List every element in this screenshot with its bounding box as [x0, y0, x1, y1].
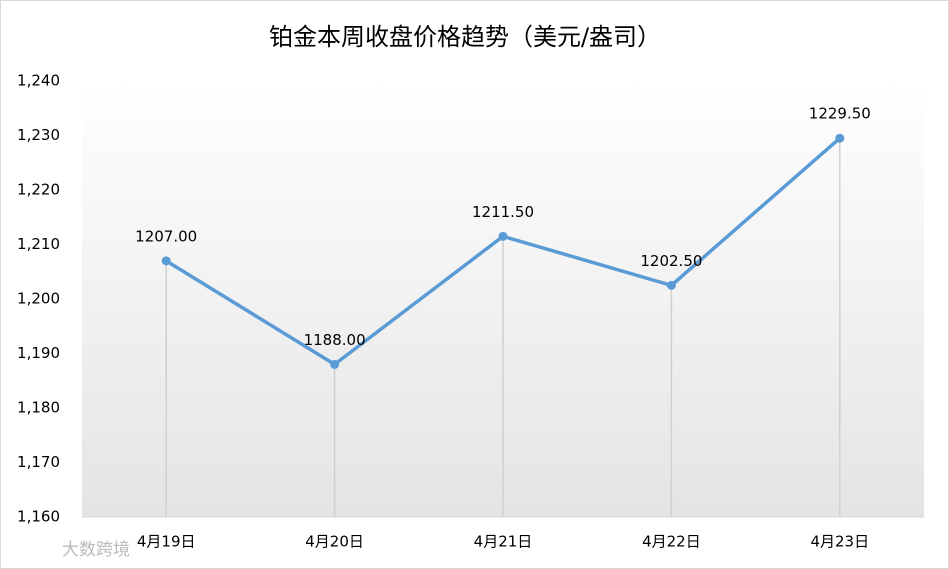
y-tick-label: 1,180	[17, 399, 60, 417]
y-tick-label: 1,170	[17, 453, 60, 471]
x-tick-label: 4月19日	[137, 533, 196, 551]
x-tick-label: 4月20日	[305, 533, 364, 551]
point	[666, 280, 676, 290]
watermark: 大数跨境	[62, 540, 130, 560]
point	[330, 359, 340, 369]
chart-title: 铂金本周收盘价格趋势（美元/盎司）	[269, 23, 661, 51]
y-tick-label: 1,240	[17, 72, 60, 90]
y-tick-label: 1,220	[17, 181, 60, 199]
data-label: 1211.50	[472, 203, 534, 221]
y-tick-label: 1,190	[17, 344, 60, 362]
point	[835, 133, 845, 143]
y-tick-label: 1,160	[17, 508, 60, 526]
x-tick-label: 4月23日	[810, 533, 869, 551]
y-tick-label: 1,210	[17, 235, 60, 253]
data-label: 1188.00	[304, 331, 366, 349]
point	[161, 256, 171, 266]
point	[498, 231, 508, 241]
x-tick-label: 4月22日	[642, 533, 701, 551]
data-label: 1202.50	[640, 252, 702, 270]
y-tick-label: 1,230	[17, 126, 60, 144]
x-tick-label: 4月21日	[474, 533, 533, 551]
data-label: 1207.00	[135, 227, 197, 245]
data-label: 1229.50	[809, 105, 871, 123]
y-tick-label: 1,200	[17, 290, 60, 308]
